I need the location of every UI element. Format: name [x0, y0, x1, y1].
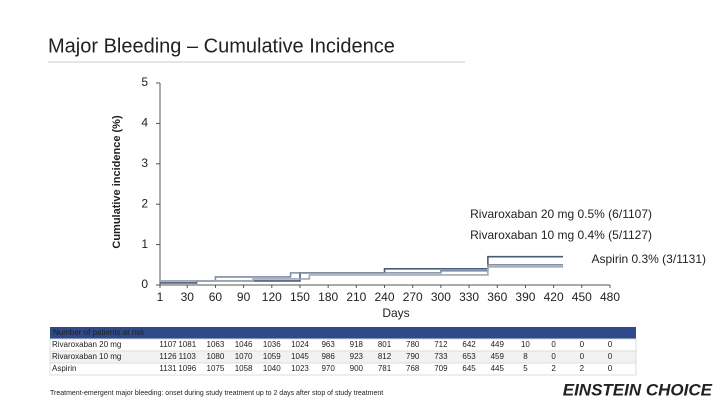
x-tick-label: 360 — [487, 290, 507, 304]
table-cell: 449 — [491, 340, 505, 349]
table-row-bg — [49, 338, 637, 352]
table-cell: 1081 — [178, 340, 196, 349]
table-cell: 1063 — [207, 340, 225, 349]
table-cell: 1107 — [159, 340, 177, 349]
table-cell: 653 — [462, 352, 476, 361]
table-cell: 768 — [406, 364, 420, 373]
table-cell: 0 — [551, 352, 556, 361]
table-cell: 1075 — [207, 364, 225, 373]
table-cell: 1045 — [291, 352, 309, 361]
y-tick-label: 1 — [141, 237, 148, 251]
x-tick-label: 150 — [290, 290, 310, 304]
slide-title: Major Bleeding – Cumulative Incidence — [48, 35, 395, 57]
y-tick-label: 4 — [141, 116, 148, 130]
x-tick-label: 240 — [375, 290, 395, 304]
x-tick-label: 270 — [403, 290, 423, 304]
table-cell: 10 — [521, 340, 530, 349]
table-cell: 1023 — [291, 364, 309, 373]
y-tick-label: 3 — [141, 156, 148, 170]
table-cell: 1058 — [235, 364, 253, 373]
table-cell: 1059 — [263, 352, 281, 361]
table-cell: 645 — [462, 364, 476, 373]
table-cell: 709 — [434, 364, 448, 373]
table-cell: 1131 — [159, 364, 177, 373]
table-cell: 1036 — [263, 340, 281, 349]
x-tick-label: 60 — [209, 290, 223, 304]
table-cell: 0 — [551, 340, 556, 349]
table-cell: 0 — [580, 340, 585, 349]
table-cell: 1126 — [159, 352, 177, 361]
table-cell: 986 — [321, 352, 335, 361]
table-header-bg — [50, 327, 636, 339]
step-line — [160, 266, 564, 282]
table-cell: 0 — [608, 364, 613, 373]
x-tick-label: 330 — [459, 290, 479, 304]
x-tick-label: 390 — [515, 290, 535, 304]
step-line — [160, 255, 564, 284]
row-label: Aspirin — [52, 364, 76, 373]
table-cell: 918 — [350, 340, 364, 349]
table-cell: 790 — [406, 352, 420, 361]
x-tick-label: 1 — [157, 290, 164, 304]
x-tick-label: 210 — [346, 290, 366, 304]
x-tick-label: 480 — [600, 290, 620, 304]
table-cell: 0 — [608, 352, 613, 361]
table-cell: 812 — [378, 352, 392, 361]
footnote: Treatment-emergent major bleeding: onset… — [50, 390, 383, 397]
table-row-bg — [49, 350, 637, 364]
y-axis-label: Cumulative incidence (%) — [111, 115, 123, 249]
x-tick-label: 450 — [572, 290, 592, 304]
table-cell: 1103 — [179, 352, 197, 361]
table-cell: 2 — [551, 364, 556, 373]
table-cell: 712 — [434, 340, 448, 349]
table-cell: 801 — [378, 340, 392, 349]
y-tick-label: 0 — [141, 277, 148, 291]
x-tick-label: 420 — [544, 290, 564, 304]
table-cell: 963 — [321, 340, 335, 349]
x-tick-label: 120 — [262, 290, 282, 304]
logo: EINSTEIN CHOICE — [563, 380, 713, 399]
x-tick-label: 30 — [181, 290, 195, 304]
table-cell: 970 — [321, 364, 335, 373]
table-title: Number of patients at risk — [53, 328, 145, 337]
x-tick-label: 300 — [431, 290, 451, 304]
table-cell: 1024 — [291, 340, 309, 349]
x-tick-label: 90 — [237, 290, 251, 304]
table-cell: 923 — [350, 352, 364, 361]
table-cell: 900 — [350, 364, 364, 373]
y-tick-label: 2 — [141, 196, 148, 210]
table-cell: 781 — [378, 364, 392, 373]
table-cell: 1096 — [178, 364, 196, 373]
table-cell: 780 — [406, 340, 420, 349]
table-cell: 459 — [491, 352, 505, 361]
x-tick-label: 180 — [318, 290, 338, 304]
table-cell: 0 — [580, 352, 585, 361]
table-cell: 0 — [608, 340, 613, 349]
row-label: Rivaroxaban 10 mg — [52, 352, 121, 361]
table-row-bg — [49, 362, 637, 376]
table-cell: 1080 — [207, 352, 225, 361]
y-tick-label: 5 — [141, 75, 148, 89]
table-cell: 642 — [462, 340, 476, 349]
x-axis-label: Days — [382, 306, 409, 320]
row-label: Rivaroxaban 20 mg — [52, 340, 121, 349]
table-cell: 2 — [580, 364, 585, 373]
annotation: Rivaroxaban 10 mg 0.4% (5/1127) — [470, 228, 652, 242]
table-cell: 1070 — [235, 352, 253, 361]
table-cell: 8 — [523, 352, 528, 361]
table-cell: 1040 — [263, 364, 281, 373]
annotation: Aspirin 0.3% (3/1131) — [591, 252, 706, 266]
annotation: Rivaroxaban 20 mg 0.5% (6/1107) — [470, 207, 652, 221]
table-cell: 445 — [491, 364, 505, 373]
table-cell: 733 — [434, 352, 448, 361]
table-cell: 1046 — [235, 340, 253, 349]
table-cell: 5 — [523, 364, 528, 373]
